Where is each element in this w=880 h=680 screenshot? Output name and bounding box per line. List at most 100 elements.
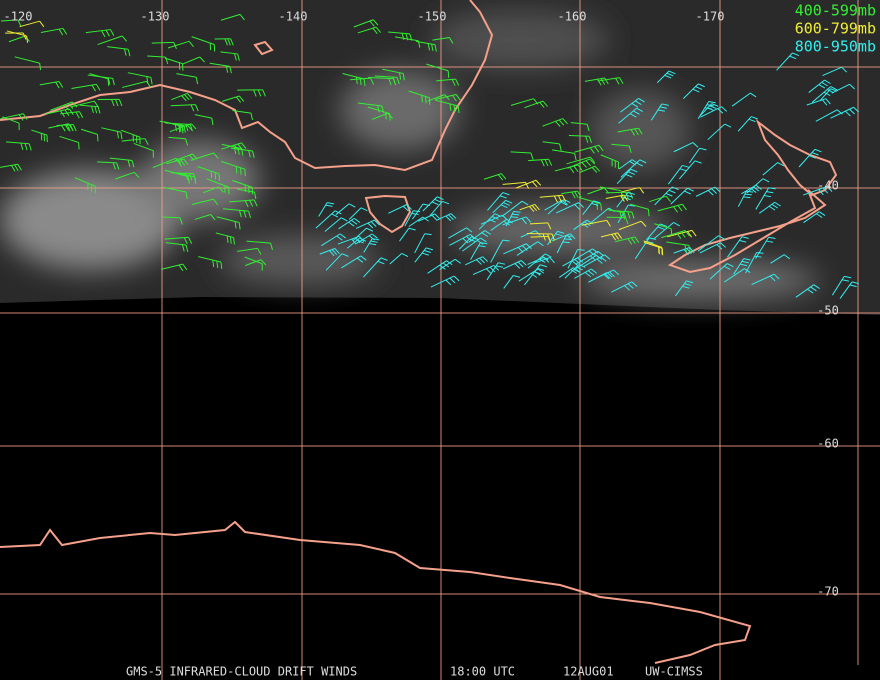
barb-flag: [766, 240, 774, 243]
nz-south-coast: [667, 189, 827, 274]
barb-flag: [436, 196, 444, 201]
wind-barb: [71, 100, 99, 108]
barb-flag: [450, 213, 457, 219]
wind-barb: [414, 247, 434, 263]
wind-barb: [819, 88, 838, 102]
barb-flag: [224, 38, 228, 46]
barb-flag: [768, 205, 776, 211]
barb-staff: [246, 240, 271, 244]
barb-flag: [723, 265, 731, 270]
wind-barb: [458, 236, 479, 250]
barb-flag: [484, 230, 491, 235]
wind-barb: [422, 196, 444, 212]
barb-flag: [581, 223, 589, 228]
barb-staff: [516, 241, 539, 256]
barb-flag: [488, 218, 496, 223]
barb-flag: [348, 221, 355, 227]
wind-barb: [578, 165, 601, 174]
barb-flag: [623, 194, 629, 202]
barb-flag: [841, 66, 848, 73]
barb-flag: [589, 147, 595, 154]
barb-flag: [237, 53, 240, 61]
wind-barb: [584, 77, 609, 86]
barb-flag: [370, 240, 378, 243]
barb-flag: [574, 191, 579, 198]
barb-flag: [681, 203, 687, 211]
barb-staff: [622, 187, 640, 193]
wind-barb: [371, 112, 393, 120]
barb-flag: [257, 89, 262, 97]
barb-flag: [657, 109, 666, 112]
barb-flag: [825, 98, 831, 105]
barb-flag: [549, 257, 555, 264]
barb-staff: [182, 56, 200, 65]
wind-barb: [653, 222, 680, 240]
barb-flag: [695, 86, 703, 90]
wind-barb: [656, 70, 676, 84]
wind-barb: [673, 142, 699, 153]
barb-flag: [640, 220, 647, 227]
wind-barb: [578, 197, 602, 211]
barb-staff: [168, 136, 186, 140]
wind-barb: [629, 203, 650, 217]
barb-flag: [127, 49, 131, 57]
wind-barb: [516, 241, 544, 256]
barb-flag: [683, 249, 689, 256]
barb-flag: [503, 220, 510, 226]
barb-flag: [628, 204, 636, 207]
barb-flag: [493, 265, 500, 271]
wind-barb: [6, 30, 29, 43]
barb-flag: [212, 259, 215, 268]
barb-flag: [688, 245, 691, 253]
barb-flag: [629, 113, 637, 118]
wind-barb: [97, 161, 120, 170]
wind-barb: [168, 136, 189, 146]
barb-flag: [557, 195, 562, 203]
barb-flag: [179, 217, 183, 225]
barb-flag: [666, 72, 674, 77]
longitude-label: -160: [558, 10, 587, 24]
barb-flag: [585, 135, 589, 143]
barb-flag: [684, 230, 690, 237]
barb-flag: [502, 192, 510, 196]
wind-barb: [673, 246, 695, 256]
wind-barb: [566, 156, 596, 165]
barb-flag: [112, 162, 116, 170]
wind-barb: [357, 102, 385, 113]
barb-flag: [101, 30, 106, 38]
barb-flag: [638, 127, 643, 135]
barb-flag: [743, 196, 751, 199]
barb-staff: [162, 216, 181, 219]
barb-flag: [370, 221, 377, 227]
wind-barb: [605, 194, 629, 202]
barb-staff: [429, 201, 443, 217]
barb-flag: [573, 165, 579, 173]
barb-flag: [808, 155, 816, 159]
barb-staff: [567, 249, 579, 269]
barb-flag: [684, 190, 691, 195]
barb-flag: [547, 222, 552, 230]
wind-barb: [501, 200, 529, 217]
barb-staff: [164, 169, 189, 178]
barb-staff: [731, 92, 751, 107]
barb-staff: [352, 227, 367, 242]
barb-flag: [112, 78, 115, 86]
barb-flag: [402, 73, 405, 81]
barb-flag: [594, 146, 600, 153]
wind-barb: [666, 241, 691, 253]
barb-flag: [184, 94, 190, 101]
barb-flag: [604, 77, 609, 85]
barb-flag: [718, 235, 725, 240]
wind-barb: [115, 171, 140, 180]
wind-barb: [439, 258, 462, 270]
barb-flag: [821, 81, 828, 87]
barb-flag: [260, 259, 267, 266]
wind-barb: [831, 83, 856, 94]
barb-flag: [499, 195, 507, 199]
barb-flag: [680, 231, 686, 238]
barb-flag: [691, 230, 697, 237]
barb-flag: [496, 265, 504, 268]
barb-flag: [192, 173, 197, 181]
barb-flag: [709, 105, 717, 109]
